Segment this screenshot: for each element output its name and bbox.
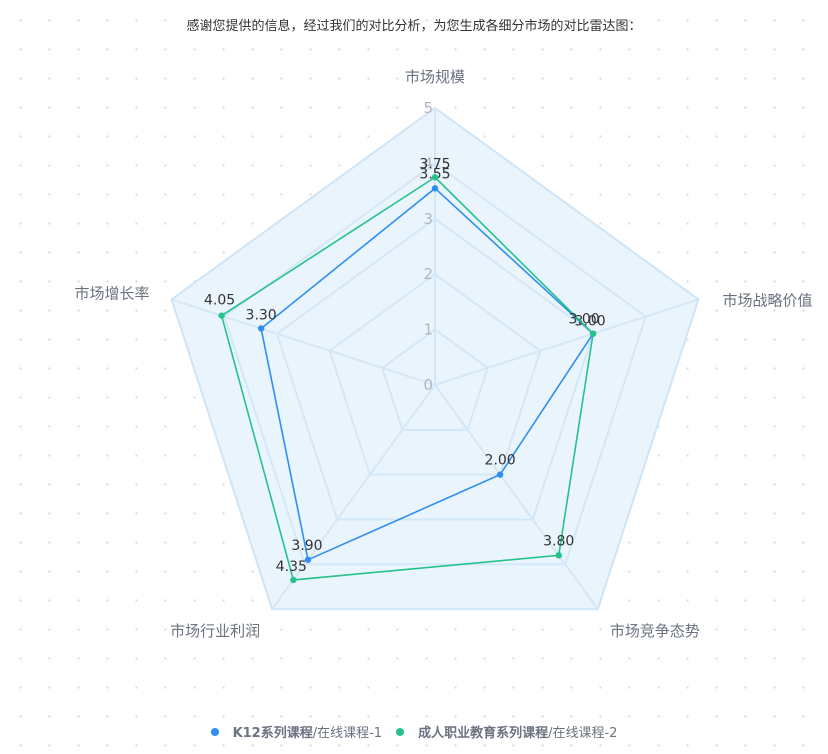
radar-spoke xyxy=(171,298,436,386)
radar-data-label-series-2: 3.80 xyxy=(543,533,574,549)
legend-marker-series-1 xyxy=(210,727,219,736)
radar-grid-ring xyxy=(381,328,489,431)
radar-grid-ring xyxy=(328,272,542,476)
radar-indicator-label: 市场行业利润 xyxy=(170,622,260,640)
radar-indicator-label: 市场规模 xyxy=(405,68,465,86)
radar-series-line-1 xyxy=(260,187,595,561)
radar-tick-label: 4 xyxy=(423,154,433,172)
radar-data-label-series-2: 4.05 xyxy=(204,293,235,309)
radar-spoke xyxy=(434,298,699,386)
radar-series-line-2 xyxy=(220,176,594,581)
radar-indicator-label: 市场竞争态势 xyxy=(610,622,700,640)
chart-legend: K12系列课程/在线课程-1 成人职业教育系列课程/在线课程-2 xyxy=(0,722,828,741)
legend-marker-series-2 xyxy=(396,727,405,736)
radar-data-label-series-1: 2.00 xyxy=(485,453,516,469)
legend-series-1-suffix: /在线课程-1 xyxy=(312,726,383,741)
legend-series-1-name: K12系列课程 xyxy=(232,726,313,741)
radar-point-series-2 xyxy=(218,312,225,319)
radar-data-label-series-1: 3.00 xyxy=(574,314,605,330)
legend-series-2-suffix: /在线课程-2 xyxy=(548,726,618,741)
radar-indicator-label: 市场增长率 xyxy=(75,284,150,302)
radar-data-label-series-2: 3.75 xyxy=(419,156,450,172)
radar-point-series-1 xyxy=(496,471,504,478)
radar-data-label-series-1: 3.90 xyxy=(291,538,322,554)
radar-spoke xyxy=(434,384,599,610)
radar-point-series-1 xyxy=(304,556,312,563)
radar-point-series-2 xyxy=(555,552,562,559)
radar-point-series-1 xyxy=(431,185,439,192)
legend-item-series-2[interactable]: 成人职业教育系列课程/在线课程-2 xyxy=(396,722,617,741)
radar-tick-label: 5 xyxy=(423,99,433,117)
radar-tick-label: 2 xyxy=(423,265,433,283)
radar-grid-ring xyxy=(275,217,595,521)
radar-data-label-series-2: 4.35 xyxy=(276,559,307,575)
radar-point-series-2 xyxy=(589,330,597,337)
radar-data-label-series-1: 3.30 xyxy=(246,308,277,324)
radar-spoke xyxy=(271,384,436,610)
radar-tick-label: 1 xyxy=(423,321,433,339)
intro-text: 感谢您提供的信息，经过我们的对比分析，为您生成各细分市场的对比雷达图： xyxy=(186,19,642,34)
radar-point-series-2 xyxy=(431,174,439,181)
legend-item-series-1[interactable]: K12系列课程/在线课程-1 xyxy=(210,722,383,741)
radar-tick-label: 3 xyxy=(423,210,433,228)
radar-point-series-2 xyxy=(290,576,297,584)
radar-data-label-series-2: 3.00 xyxy=(568,312,599,328)
radar-indicator-label: 市场战略价值 xyxy=(722,291,812,309)
legend-series-2-name: 成人职业教育系列课程 xyxy=(418,726,549,741)
radar-tick-label: 0 xyxy=(423,376,433,394)
radar-point-series-1 xyxy=(257,325,265,332)
